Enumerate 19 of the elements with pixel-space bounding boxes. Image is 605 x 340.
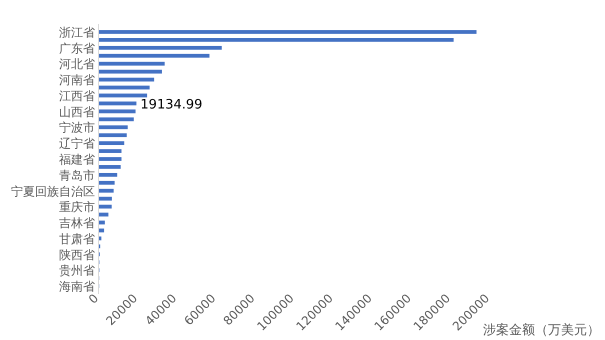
data-label: 19134.99	[140, 97, 202, 112]
y-tick-label: 陕西省	[59, 248, 95, 262]
y-tick-label: 江西省	[59, 88, 95, 103]
y-tick-label: 浙江省	[59, 25, 95, 40]
y-tick-label: 河南省	[59, 73, 95, 88]
x-tick-label: 0	[86, 291, 102, 307]
y-tick-label: 宁波市	[59, 120, 95, 135]
y-tick-label: 福建省	[59, 152, 95, 166]
y-tick-label: 宁夏回族自治区	[11, 184, 95, 198]
y-tick-label: 广东省	[59, 41, 95, 56]
y-tick-label: 贵州省	[59, 264, 95, 278]
y-tick-label: 青岛市	[59, 168, 95, 182]
y-tick-label: 河北省	[59, 57, 95, 72]
y-tick-label: 辽宁省	[59, 136, 95, 151]
y-tick-label: 重庆市	[59, 200, 95, 214]
y-tick-label: 海南省	[59, 280, 95, 294]
y-tick-label: 吉林省	[59, 216, 95, 230]
y-tick-label: 甘肃省	[59, 232, 95, 246]
y-tick-label: 山西省	[59, 104, 95, 119]
